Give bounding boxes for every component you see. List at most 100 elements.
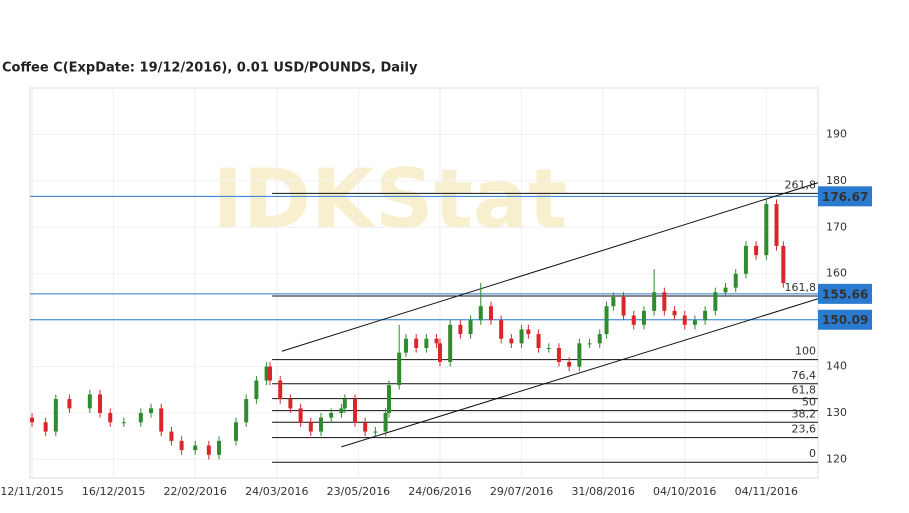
candle-body [254, 380, 259, 400]
candle-body [567, 361, 572, 367]
candle-body [488, 306, 493, 321]
candle-body [193, 445, 198, 451]
x-tick-label: 22/02/2016 [164, 485, 227, 498]
candle-body [672, 310, 677, 316]
trendline [341, 298, 819, 448]
candle-body [754, 245, 759, 256]
fib-label: 100 [795, 345, 816, 358]
x-tick-label: 12/11/2015 [0, 485, 63, 498]
fib-label: 0 [809, 447, 816, 460]
candle-body [478, 306, 483, 321]
candle-body [278, 380, 283, 400]
candle-body [774, 204, 779, 246]
candle-body [169, 431, 174, 441]
trendline [281, 182, 819, 352]
candle-body [234, 422, 239, 441]
fib-label: 50 [802, 396, 816, 409]
fib-label: 261,8 [785, 178, 817, 191]
candle-body [509, 338, 514, 344]
candle-body [764, 204, 769, 256]
candle-body [499, 320, 504, 339]
candle-body [692, 320, 697, 325]
candle-body [468, 320, 473, 335]
plot-frame [29, 87, 819, 479]
level-label: 176.67 [822, 190, 868, 204]
candle-body [217, 440, 222, 455]
fib-label: 161,8 [785, 281, 817, 294]
candle-body [652, 292, 657, 311]
y-tick-label: 160 [826, 267, 847, 280]
candle-body [138, 413, 143, 423]
candle-body [403, 338, 408, 353]
candle-body [386, 385, 391, 413]
candle-body [448, 324, 453, 362]
candle-body [53, 399, 58, 432]
candle-body [383, 413, 388, 432]
level-label: 150.09 [822, 313, 868, 327]
candle-body [206, 445, 211, 455]
candle-body [781, 245, 786, 283]
x-tick-label: 04/11/2016 [735, 485, 798, 498]
candle-body [87, 394, 92, 409]
level-badge [818, 283, 872, 304]
candle-body [577, 343, 582, 367]
x-tick-label: 24/03/2016 [245, 485, 308, 498]
fib-label: 38,2 [792, 407, 817, 420]
y-tick-label: 180 [826, 174, 847, 187]
x-tick-label: 31/08/2016 [571, 485, 634, 498]
candle-body [536, 334, 541, 348]
candle-body [703, 310, 708, 321]
candle-body [264, 366, 269, 381]
candle-body [641, 310, 646, 325]
candle-body [526, 329, 531, 335]
candle-body [519, 329, 524, 344]
chart-title: Coffee C(ExpDate: 19/12/2016), 0.01 USD/… [2, 61, 418, 76]
candle-body [597, 334, 602, 344]
fib-label: 61,8 [792, 384, 817, 397]
y-tick-label: 130 [826, 406, 847, 419]
level-badge [818, 186, 872, 207]
y-tick-label: 120 [826, 452, 847, 465]
candle-body [159, 408, 164, 432]
candle-body [631, 315, 636, 325]
candle-body [723, 287, 728, 293]
y-tick-label: 140 [826, 360, 847, 373]
candle-body [414, 338, 419, 348]
candle-body [682, 315, 687, 325]
candle-body [733, 273, 738, 288]
candle-body [244, 399, 249, 423]
candle-body [424, 338, 429, 348]
candle-body [67, 399, 72, 409]
candle-body [298, 408, 303, 423]
candle-body [30, 417, 35, 423]
fib-label: 76,4 [792, 369, 817, 382]
candle-body [743, 245, 748, 274]
candle-body [108, 413, 113, 423]
candle-body [713, 292, 718, 311]
candle-body [339, 408, 344, 413]
candle-body [352, 399, 357, 423]
level-badge [818, 309, 872, 330]
candle-body [268, 366, 273, 381]
candle-body [621, 296, 626, 316]
y-tick-label: 170 [826, 220, 847, 233]
candle-body [363, 422, 368, 432]
candle-body [342, 399, 347, 409]
candle-body [397, 352, 402, 386]
watermark: IDKStat [213, 152, 568, 247]
y-tick-label: 190 [826, 127, 847, 140]
x-tick-label: 23/05/2016 [327, 485, 390, 498]
candle-body [329, 413, 334, 418]
candle-body [121, 422, 126, 424]
candle-body [318, 417, 323, 432]
candle-body [611, 296, 616, 307]
candle-body [437, 343, 442, 362]
candle-body [662, 292, 667, 311]
candle-body [288, 399, 293, 409]
candle-body [43, 422, 48, 432]
candle-body [556, 348, 561, 362]
candle-body [604, 306, 609, 335]
candle-body [587, 343, 592, 345]
